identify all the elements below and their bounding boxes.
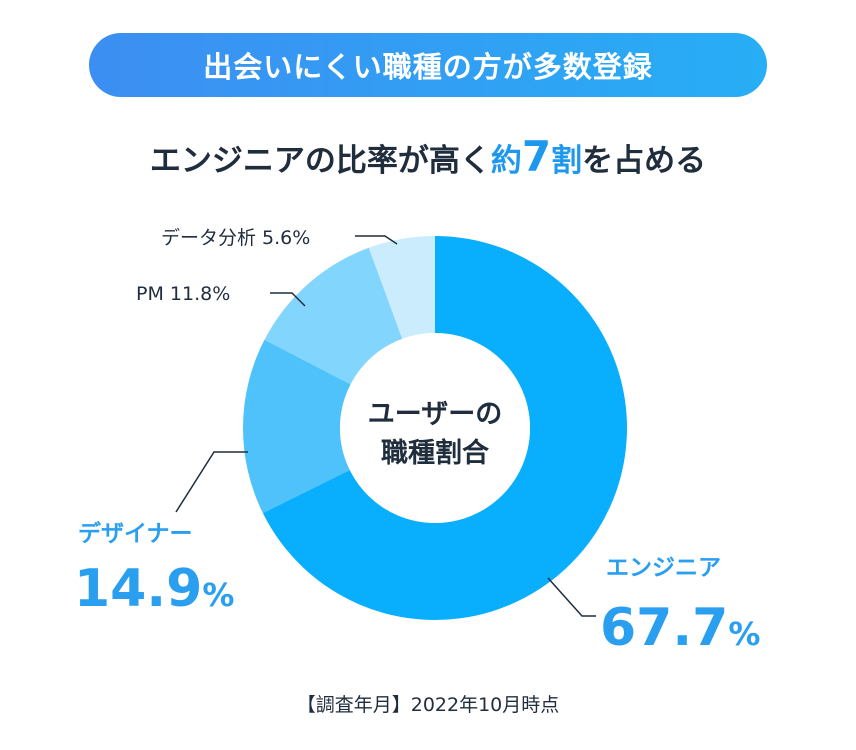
donut-slices: [243, 236, 627, 620]
survey-footnote: 【調査年月】2022年10月時点: [296, 694, 560, 716]
banner: 出会いにくい職種の方が多数登録: [89, 33, 767, 97]
label-data-analysis: データ分析 5.6%: [161, 227, 310, 249]
headline-accent-1: 約: [490, 143, 522, 179]
label-designer-number: 14.9: [74, 559, 202, 619]
banner-text: 出会いにくい職種の方が多数登録: [203, 50, 653, 84]
headline-part2: を占める: [582, 143, 707, 179]
label-engineer-value: 67.7%: [600, 598, 760, 658]
headline: エンジニアの比率が高く約7割を占める: [0, 132, 856, 181]
label-designer-value: 14.9%: [74, 559, 234, 619]
label-pm: PM 11.8%: [136, 283, 230, 305]
center-label-line2: 職種割合: [381, 437, 489, 469]
center-label-line1: ユーザーの: [368, 399, 502, 430]
headline-accent-2: 割: [551, 143, 583, 179]
label-engineer-number: 67.7: [600, 598, 728, 658]
donut-slice-1: [243, 339, 351, 514]
donut-slice-2: [264, 247, 403, 385]
label-designer-name: デザイナー: [78, 520, 193, 547]
label-designer-unit: %: [202, 576, 234, 614]
donut-slice-0: [262, 236, 627, 620]
headline-accent-number: 7: [521, 132, 552, 181]
headline-part1: エンジニアの比率が高く: [149, 143, 491, 179]
leader-line-designer: [175, 451, 248, 513]
leader-line-engineer: [547, 577, 596, 617]
leader-line-data-analysis: [355, 235, 398, 245]
label-engineer-name: エンジニア: [606, 555, 721, 581]
leader-line-pm: [270, 292, 306, 307]
label-engineer-unit: %: [728, 615, 760, 653]
donut-slice-3: [368, 236, 435, 339]
donut-hole: [340, 333, 530, 523]
